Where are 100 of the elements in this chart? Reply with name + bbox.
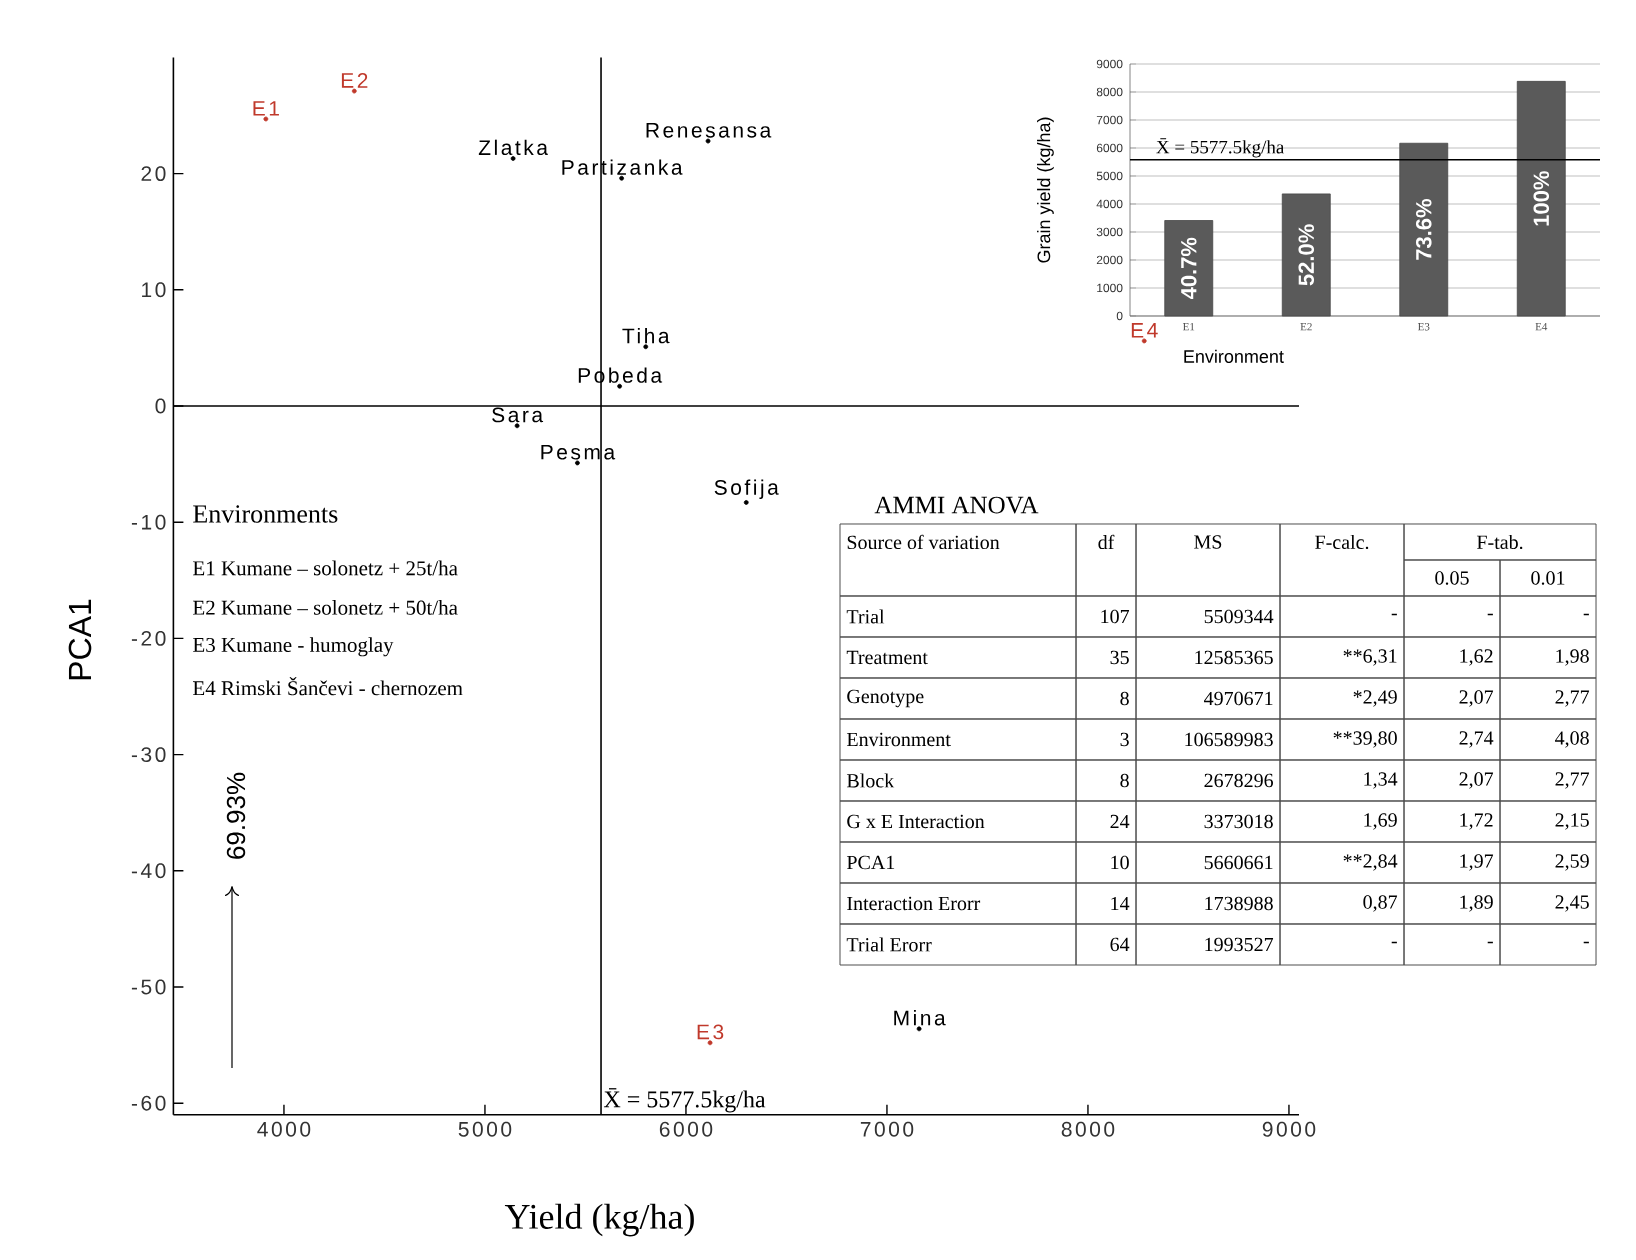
text: 2,59 [1555,854,1589,871]
text: 2,07 [1459,690,1494,707]
y-tick-label: -20 [131,630,166,646]
y-tick-label: -40 [131,863,166,879]
annotation: Renesansa [646,123,772,138]
x-tick-label: 5000 [458,1121,512,1137]
text: - [1487,941,1493,944]
y-tick-label: 20 [141,166,166,182]
text: 1,89 [1460,895,1493,912]
text: - [1487,613,1493,616]
category-label: Interaction Erorr [847,896,981,911]
category-label: Block [846,773,895,788]
category-label: 0.05 [1435,571,1469,585]
annotation: Sofija [714,479,779,500]
text: 5660661 [1204,855,1273,870]
annotation: Mina [894,1009,946,1026]
text: - [1583,613,1589,616]
annotation: E3 Kumane - humoglay [192,637,394,657]
x-tick-label: 6000 [659,1121,713,1137]
text: 2,77 [1555,690,1590,707]
x-axis-title: Environment [1184,349,1284,363]
category-label: Trial Erorr [846,937,932,952]
text: 3373018 [1204,814,1273,829]
text: AMMI ANOVA [874,496,1039,514]
annotation: E2 [341,73,368,88]
text: 1993527 [1205,937,1274,952]
text: 4,08 [1555,731,1589,748]
x-axis-title: Yield (kg/ha) [504,1203,694,1237]
x-tick-label: 7000 [860,1121,914,1137]
text: 24 [1110,814,1130,829]
text: 4970671 [1204,691,1273,706]
y-tick-label: 10 [142,282,166,298]
annotation: Sara [492,407,544,423]
text: **2,84 [1343,854,1398,871]
text: **39,80 [1333,731,1397,748]
text: **6,31 [1343,649,1397,666]
text: 2,07 [1459,772,1494,789]
ref-line-label: X̄ = 5577.5kg/ha [603,1088,766,1113]
text: 8 [1120,773,1129,788]
y-tick-label: 0 [155,398,166,414]
text: 2,74 [1459,731,1494,748]
text: 5509344 [1204,609,1274,624]
text: 1,72 [1460,813,1493,830]
text: 12585365 [1195,650,1273,665]
text: 1,98 [1556,649,1589,666]
y-tick-label: -60 [131,1095,166,1111]
text: - [1391,941,1397,944]
x-tick-label: 9000 [1262,1121,1316,1137]
annotation: 73.6% [1415,199,1432,260]
y-axis-title: PCA1 [68,599,92,680]
text: 1738988 [1205,896,1273,911]
category-label: df [1098,534,1115,550]
annotation: Tiha [622,327,670,344]
text: 106589983 [1185,732,1273,747]
text: Source of variation [847,534,1000,550]
category-label: MS [1194,535,1222,549]
y-tick-label: -30 [131,747,166,763]
y-axis-title: Grain yield (kg/ha) [1037,117,1054,263]
text: 1,62 [1460,649,1493,666]
text: 1,69 [1364,813,1397,830]
text: 1,97 [1460,854,1494,871]
category-label: F-calc. [1315,534,1369,550]
text: 2678296 [1204,773,1274,788]
category-label: PCA1 [846,855,895,870]
category-label: G x E Interaction [847,814,985,829]
annotation: E1 [253,101,279,116]
text: - [1583,941,1589,944]
text: 107 [1101,609,1130,624]
annotation: 52.0% [1298,224,1315,286]
y-tick-label: -10 [131,514,166,530]
text: 0,87 [1363,895,1398,912]
ref-line-label: X̄ = 5577.5kg/ha [1156,138,1285,158]
text: 35 [1110,650,1129,665]
annotation: 40.7% [1180,237,1197,300]
y-tick-label: -50 [131,979,166,995]
category-label: Trial [846,609,885,624]
text: *2,49 [1353,690,1397,707]
text: F-tab. [1476,534,1523,550]
annotation: Environments [193,505,338,523]
text: 3 [1120,732,1129,747]
x-tick-label: 4000 [257,1121,311,1137]
text: - [1391,613,1397,616]
text: 2,77 [1555,772,1590,789]
annotation: E2 Kumane – solonetz + 50t/ha [192,600,458,615]
text: 2,15 [1555,813,1589,830]
annotation: 100% [1533,171,1550,226]
annotation: Zlatka [478,139,548,156]
text: 64 [1110,937,1130,952]
category-label: Environment [846,732,951,747]
text: 2,45 [1555,895,1589,912]
annotation: E4 Rimski Šančevi - chernozem [192,677,463,696]
annotation: 69.93% [226,772,246,859]
text: 8 [1120,691,1129,706]
category-label: Treatment [846,650,928,665]
category-label: Genotype [847,689,924,708]
text: 14 [1111,896,1130,911]
annotation: E3 [697,1024,724,1040]
annotation: E1 Kumane – solonetz + 25t/ha [192,560,458,576]
text: 1,34 [1364,772,1398,789]
category-label: 0.01 [1531,571,1565,585]
